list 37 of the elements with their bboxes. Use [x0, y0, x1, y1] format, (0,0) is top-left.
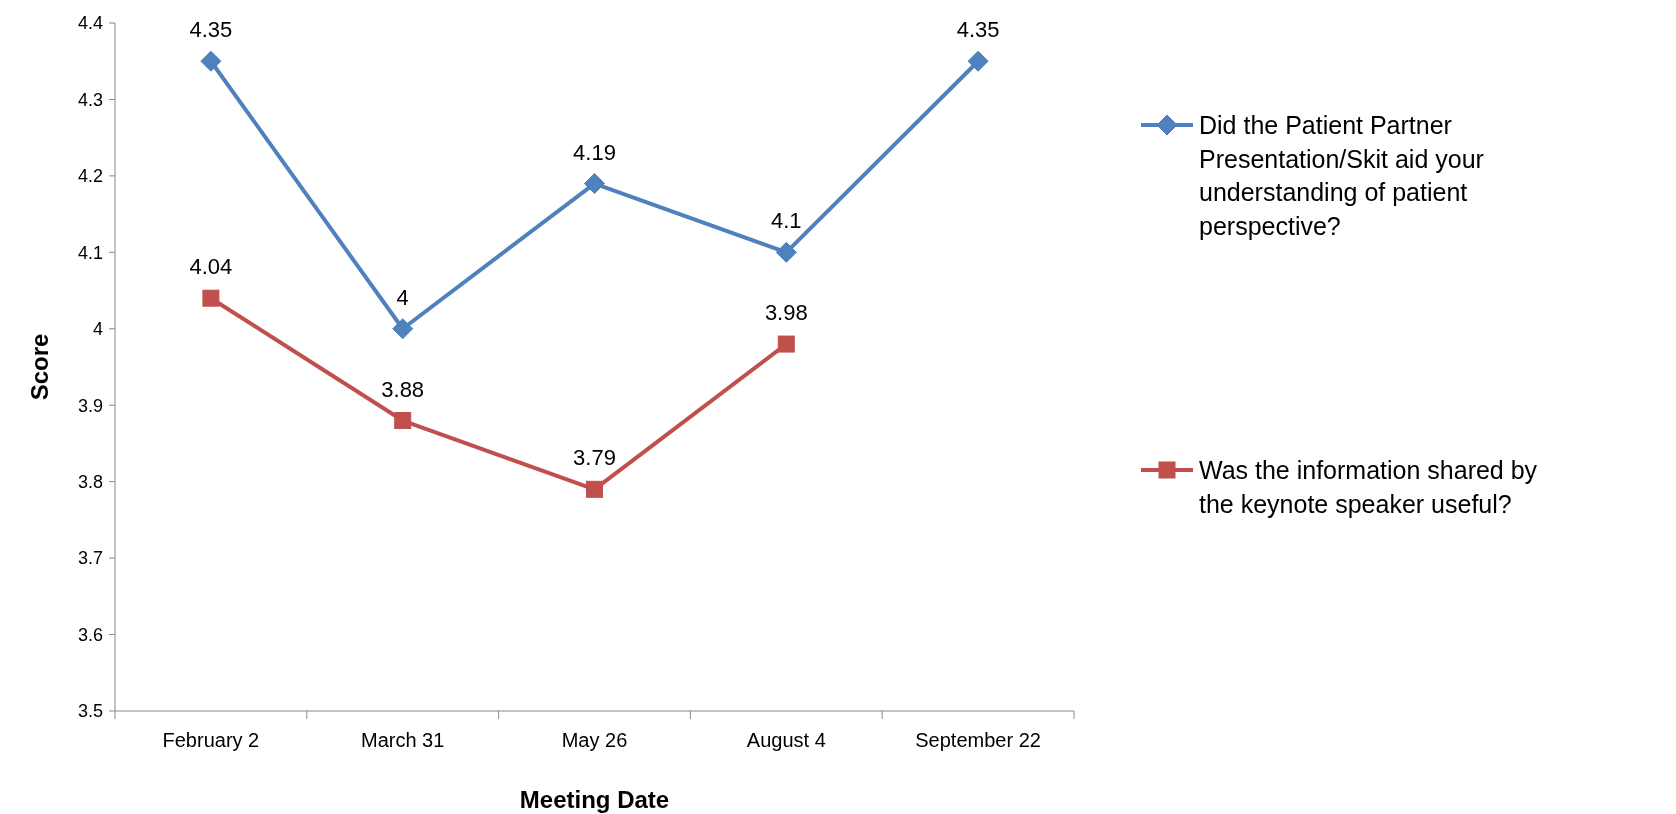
legend-label: Did the Patient Partner Presentation/Skit aid your understanding of patient perspective?	[1199, 110, 1484, 240]
x-axis-title: Meeting Date	[519, 786, 670, 813]
y-tick-label: 3.8	[77, 471, 103, 492]
legend-label: Was the information shared by the keynote speaker useful?	[1199, 455, 1538, 518]
x-tick-label: May 26	[561, 729, 628, 751]
data-label: 4.35	[189, 17, 233, 43]
y-tick-label: 3.5	[77, 701, 103, 722]
point	[584, 173, 605, 195]
x-tick-label: September 22	[915, 729, 1041, 751]
point	[392, 318, 414, 340]
y-tick-label: 4.1	[77, 242, 103, 263]
y-tick-label: 3.9	[77, 395, 103, 416]
point	[394, 412, 412, 430]
data-label: 4.1	[771, 208, 802, 234]
point	[777, 335, 795, 353]
x-tick-label: March 31	[361, 729, 445, 751]
y-tick-label: 4	[92, 319, 103, 340]
point	[200, 50, 222, 72]
y-tick-label: 4.3	[77, 89, 103, 110]
x-tick-label: August 4	[746, 729, 826, 751]
point	[775, 241, 797, 263]
data-label: 3.88	[381, 376, 425, 402]
y-tick-label: 4.4	[77, 13, 103, 34]
y-tick-label: 3.6	[77, 624, 103, 645]
x-tick-label: February 2	[162, 729, 260, 751]
data-label: 4.04	[189, 254, 233, 280]
point	[967, 50, 989, 72]
data-label: 4	[396, 284, 409, 310]
data-label: 3.79	[573, 445, 616, 471]
data-label: 4.35	[956, 17, 1000, 43]
data-label: 3.98	[764, 300, 808, 326]
data-label: 4.19	[573, 139, 616, 165]
point	[586, 480, 603, 498]
point	[202, 289, 220, 307]
y-tick-label: 3.7	[77, 548, 103, 569]
y-axis-title: Score	[26, 333, 53, 401]
y-tick-label: 4.2	[77, 166, 103, 187]
